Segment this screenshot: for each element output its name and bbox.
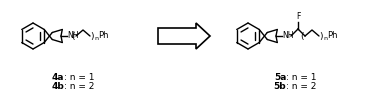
Text: : n = 2: : n = 2: [286, 82, 316, 91]
Text: : n = 2: : n = 2: [64, 82, 94, 91]
Text: ): ): [90, 32, 94, 41]
Text: (: (: [301, 32, 304, 41]
Text: 5a: 5a: [274, 73, 286, 82]
Text: ): ): [319, 32, 323, 41]
Text: NH: NH: [282, 32, 293, 41]
Text: Ph: Ph: [327, 32, 338, 41]
Text: NH: NH: [67, 32, 79, 41]
Text: F: F: [296, 12, 300, 21]
Text: Ph: Ph: [98, 32, 108, 41]
Text: 4a: 4a: [52, 73, 64, 82]
Polygon shape: [158, 23, 210, 49]
Text: 5b: 5b: [274, 82, 286, 91]
Text: n: n: [323, 36, 327, 42]
Text: : n = 1: : n = 1: [64, 73, 94, 82]
Text: 4b: 4b: [52, 82, 64, 91]
Text: n: n: [94, 36, 98, 42]
Text: (: (: [71, 32, 75, 41]
Text: : n = 1: : n = 1: [286, 73, 316, 82]
